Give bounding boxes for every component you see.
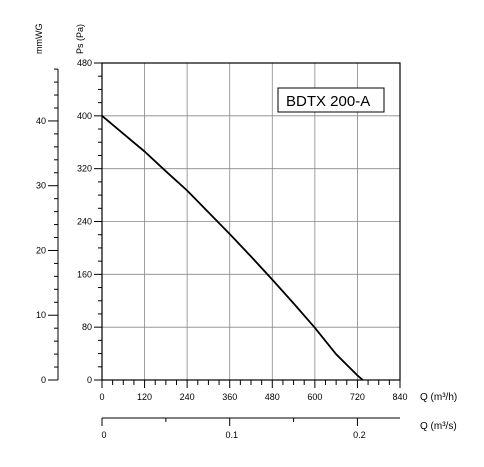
y-tick-label: 80	[82, 322, 92, 332]
model-label-box	[277, 87, 385, 113]
x-axis-m3s: 0 0.1 0.2	[101, 417, 400, 440]
y-axis-mmwg: 0 10 20 30 40	[36, 68, 59, 385]
y-tick-label: 320	[77, 164, 92, 174]
x2-tick-label: 0.2	[353, 430, 366, 440]
y2-tick-label: 30	[36, 181, 46, 191]
series-line	[101, 115, 364, 381]
y2-tick-label: 0	[41, 375, 46, 385]
x-tick-label: 0	[99, 392, 104, 402]
y-axis-label-pa: Ps (Pa)	[75, 24, 85, 54]
y-tick-label: 400	[77, 111, 92, 121]
y-axis-label-mmwg: mmWG	[34, 24, 44, 55]
y-tick-label: 240	[77, 217, 92, 227]
y2-tick-label: 20	[36, 245, 46, 255]
x-tick-label: 600	[307, 392, 322, 402]
model-label: BDTX 200-A	[286, 93, 370, 110]
y-axis-pa: 0 80 160 240 320 400 480	[77, 58, 102, 385]
y-tick-label: 0	[87, 375, 92, 385]
x-axis-label-m3s: Q (m³/s)	[420, 421, 457, 432]
x-tick-label: 360	[222, 392, 237, 402]
x2-tick-label: 0.1	[225, 430, 238, 440]
y-tick-label: 480	[77, 58, 92, 68]
x-tick-label: 840	[392, 392, 407, 402]
y2-tick-label: 10	[36, 310, 46, 320]
x-axis-label-m3h: Q (m³/h)	[420, 392, 457, 403]
grid	[102, 63, 400, 380]
x-tick-label: 480	[265, 392, 280, 402]
x-axis-m3h: 0 120 240 360 480 600 720 840	[99, 380, 408, 402]
x-tick-label: 240	[180, 392, 195, 402]
x-tick-label: 120	[137, 392, 152, 402]
y2-tick-label: 40	[36, 116, 46, 126]
series	[101, 115, 364, 381]
y-tick-label: 160	[77, 269, 92, 279]
x-tick-label: 720	[350, 392, 365, 402]
x2-tick-label: 0	[101, 430, 106, 440]
